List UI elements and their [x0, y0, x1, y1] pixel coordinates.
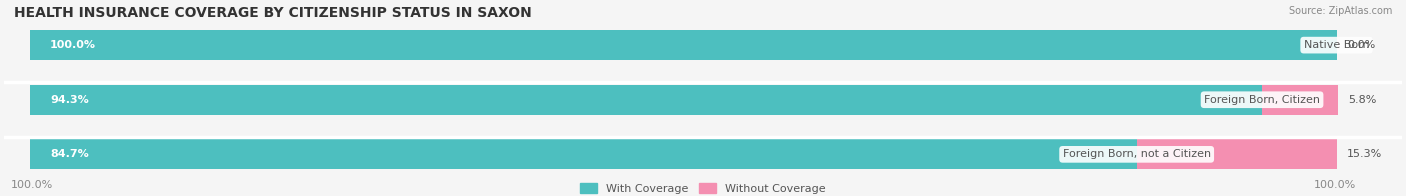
Text: Native Born: Native Born: [1303, 40, 1369, 50]
Text: 100.0%: 100.0%: [1313, 181, 1357, 191]
Text: 94.3%: 94.3%: [49, 95, 89, 105]
Legend: With Coverage, Without Coverage: With Coverage, Without Coverage: [581, 183, 825, 194]
Bar: [31, 139, 1337, 169]
Bar: [31, 139, 1136, 169]
Text: Foreign Born, Citizen: Foreign Born, Citizen: [1204, 95, 1320, 105]
Text: 100.0%: 100.0%: [49, 40, 96, 50]
Bar: [31, 30, 1337, 60]
Bar: [31, 85, 1263, 115]
Bar: [1263, 85, 1339, 115]
Text: 5.8%: 5.8%: [1348, 95, 1376, 105]
Bar: [1136, 139, 1337, 169]
Text: Source: ZipAtlas.com: Source: ZipAtlas.com: [1288, 6, 1392, 16]
Text: Foreign Born, not a Citizen: Foreign Born, not a Citizen: [1063, 149, 1211, 159]
Text: HEALTH INSURANCE COVERAGE BY CITIZENSHIP STATUS IN SAXON: HEALTH INSURANCE COVERAGE BY CITIZENSHIP…: [14, 6, 531, 20]
Text: 0.0%: 0.0%: [1347, 40, 1375, 50]
Bar: [31, 30, 1337, 60]
Text: 84.7%: 84.7%: [49, 149, 89, 159]
Text: 100.0%: 100.0%: [11, 181, 53, 191]
Bar: [31, 85, 1337, 115]
Text: 15.3%: 15.3%: [1347, 149, 1382, 159]
